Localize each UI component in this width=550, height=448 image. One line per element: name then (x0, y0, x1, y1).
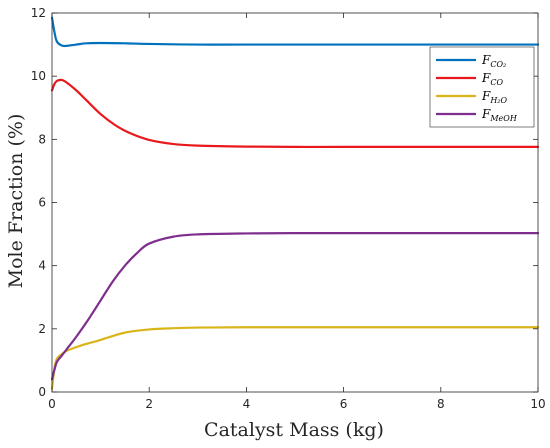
legend-entry-f-co2: FCO₂ (481, 53, 506, 69)
x-tick-label: 2 (145, 397, 153, 411)
legend-entry-main: F (481, 71, 491, 85)
legend-entry-main: F (481, 107, 491, 121)
series-line-f-co2 (50, 16, 540, 48)
series-line-f-co (50, 78, 540, 149)
legend-entry-subscript: MeOH (489, 114, 517, 123)
legend-entry-f-meoh: FMeOH (481, 107, 518, 123)
legend-entry-main: F (481, 89, 491, 103)
legend-entry-subscript: H₂O (489, 96, 507, 105)
x-tick-label: 10 (530, 397, 545, 411)
y-tick-label: 4 (38, 259, 46, 273)
x-axis-title: Catalyst Mass (kg) (204, 419, 384, 441)
legend-entry-subscript: CO₂ (490, 60, 506, 69)
ticks-group: 0 2 4 6 8 10 0 2 4 6 8 10 12 (31, 6, 546, 411)
y-tick-label: 2 (38, 322, 46, 336)
series-group (50, 16, 540, 390)
y-tick-label: 12 (31, 6, 46, 20)
series-line-f-meoh (50, 232, 540, 381)
x-tick-label: 0 (48, 397, 56, 411)
x-tick-label: 6 (340, 397, 348, 411)
y-tick-label: 0 (38, 385, 46, 399)
legend-entry-subscript: CO (490, 78, 503, 87)
y-tick-label: 8 (38, 132, 46, 146)
legend-entry-f-h2o: FH₂O (481, 89, 508, 105)
legend-entry-main: F (481, 53, 491, 67)
y-tick-label: 10 (31, 69, 46, 83)
y-tick-label: 6 (38, 196, 46, 210)
legend-entry-f-co: FCO (481, 71, 503, 87)
y-axis-title: Mole Fraction (%) (5, 114, 27, 289)
x-tick-label: 4 (243, 397, 251, 411)
x-tick-label: 8 (437, 397, 445, 411)
series-line-f-h2o (50, 326, 540, 390)
